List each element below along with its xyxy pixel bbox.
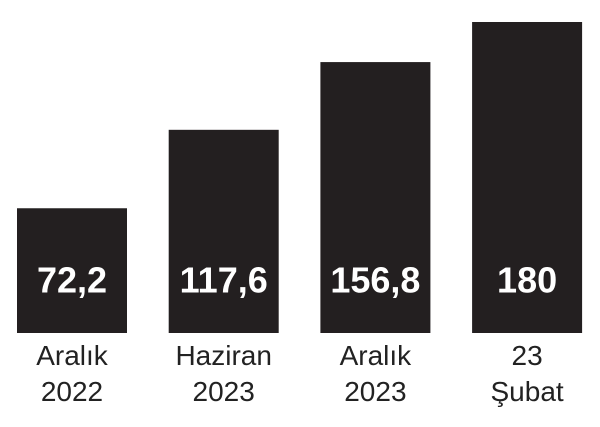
bar [17,208,127,333]
value-label: 156,8 [330,260,420,301]
bar [472,22,583,333]
x-tick-label: Aralık 2022 [36,340,108,407]
x-tick-label: Aralık 2023 [339,340,412,407]
x-tick-label: 23 Şubat [490,340,564,407]
value-label: 180 [497,260,557,301]
value-label: 72,2 [37,260,107,301]
x-tick-label: Haziran 2023 [175,340,272,407]
bar [168,129,279,333]
value-label: 117,6 [180,260,268,301]
bar [320,62,431,334]
